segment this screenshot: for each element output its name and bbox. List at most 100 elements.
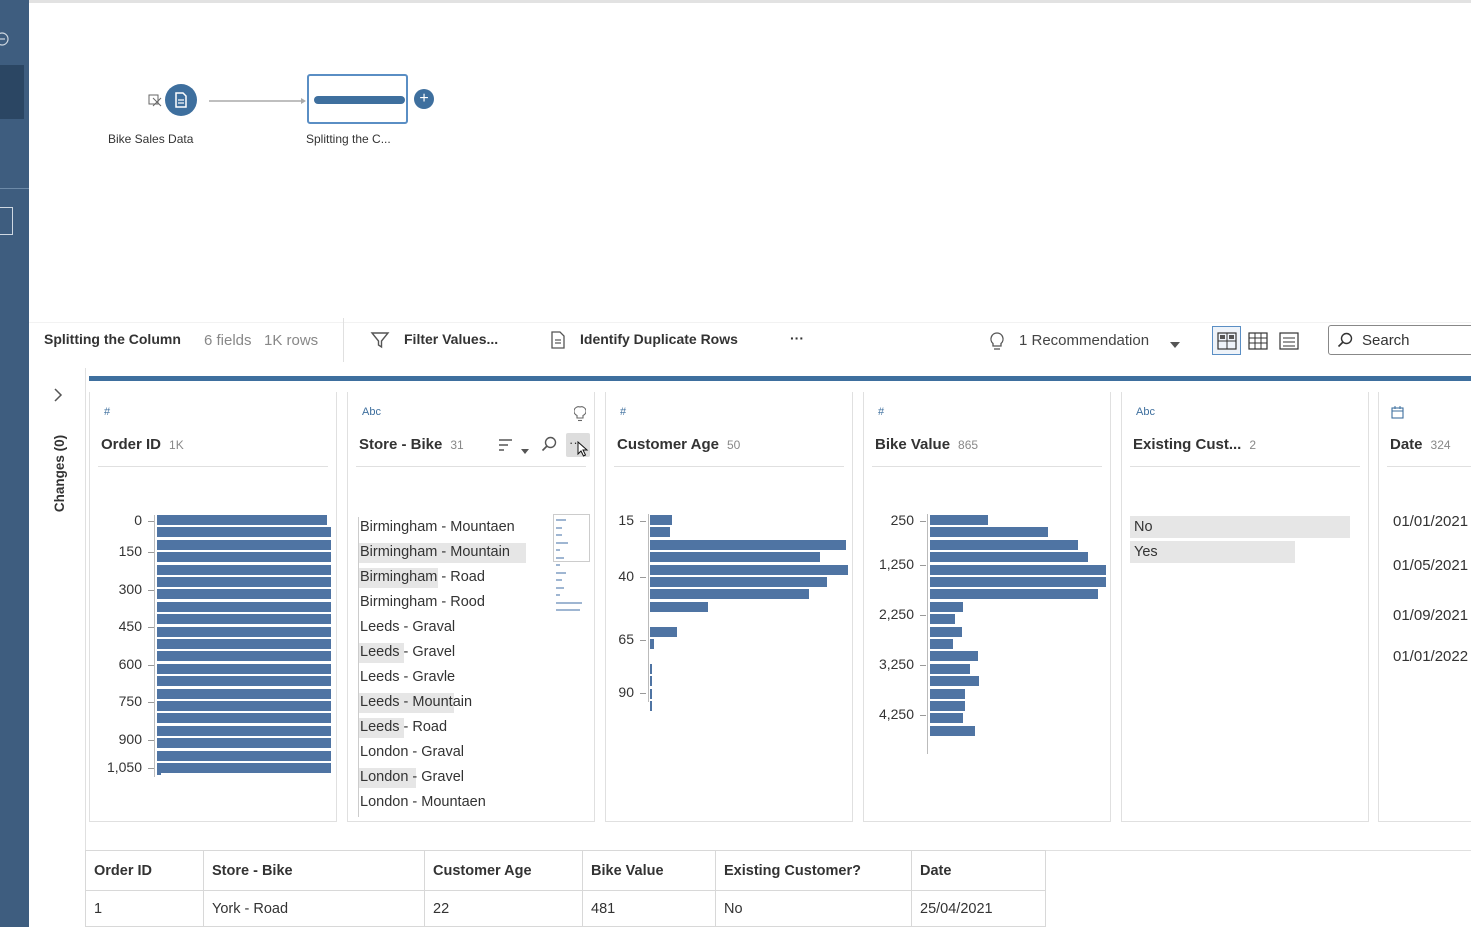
histogram-bar[interactable] [930, 688, 965, 699]
histogram-bar[interactable] [157, 515, 327, 525]
list-view-button[interactable] [1274, 326, 1303, 355]
histogram-bar[interactable] [930, 552, 1088, 563]
histogram-bar[interactable] [650, 601, 708, 612]
histogram-bar[interactable] [157, 676, 331, 687]
field-title[interactable]: Existing Cust... 2 [1133, 436, 1257, 453]
histogram-bar[interactable] [650, 676, 652, 687]
histogram-bar[interactable] [650, 527, 670, 538]
histogram-bar[interactable] [650, 688, 652, 699]
recommendation-lightbulb-icon[interactable] [573, 406, 587, 427]
list-item[interactable]: Birmingham - Mountain [360, 544, 510, 560]
histogram-bar[interactable] [157, 725, 331, 736]
histogram-bar[interactable] [650, 515, 672, 525]
column-header-existing-customer[interactable]: Existing Customer? [715, 850, 912, 891]
histogram-bar[interactable] [930, 527, 1048, 538]
histogram-bar[interactable] [650, 639, 654, 649]
grid-view-button[interactable] [1243, 326, 1272, 355]
histogram-bar[interactable] [930, 589, 1098, 600]
input-node[interactable] [165, 84, 197, 116]
histogram-bar[interactable] [157, 663, 331, 674]
cell-date[interactable]: 25/04/2021 [911, 890, 1046, 927]
column-header-bike-value[interactable]: Bike Value [582, 850, 716, 891]
list-item[interactable]: No [1134, 519, 1153, 535]
histogram-bar[interactable] [157, 539, 331, 550]
histogram-bar[interactable] [930, 639, 953, 649]
histogram-bar[interactable] [650, 577, 827, 587]
histogram-bar[interactable] [650, 589, 809, 600]
histogram-bar[interactable] [157, 601, 331, 612]
histogram-bar[interactable] [157, 639, 331, 649]
histogram-bar[interactable] [930, 577, 1106, 587]
clean-step-node[interactable] [307, 74, 408, 124]
profile-card-order-id[interactable]: # Order ID 1K 0 150 300 450 600 750 900 1,050 [89, 392, 337, 822]
histogram-bar[interactable] [157, 626, 331, 637]
changes-panel-tab[interactable]: Changes (0) [48, 418, 72, 528]
histogram-bar[interactable] [650, 663, 652, 674]
histogram-bar[interactable] [157, 738, 331, 749]
filter-values-button[interactable]: Filter Values... [404, 331, 499, 347]
histogram-bar[interactable] [930, 651, 978, 662]
list-item[interactable]: Yes [1134, 544, 1158, 560]
list-item[interactable]: Leeds - Mountain [360, 694, 473, 710]
histogram-bar[interactable] [157, 750, 331, 761]
more-actions-button[interactable]: ··· [790, 330, 804, 346]
histogram-bar[interactable] [157, 552, 331, 563]
column-header-customer-age[interactable]: Customer Age [424, 850, 583, 891]
remove-input-icon[interactable] [148, 93, 162, 112]
expand-changes-chevron-icon[interactable] [52, 387, 64, 408]
cell-store-bike[interactable]: York - Road [203, 890, 425, 927]
histogram-bar[interactable] [930, 725, 975, 736]
histogram-bar[interactable] [157, 765, 161, 775]
histogram-bar[interactable] [157, 527, 331, 538]
field-title[interactable]: Store - Bike 31 [359, 436, 464, 453]
histogram-bar[interactable] [157, 589, 331, 600]
chevron-down-icon[interactable] [1169, 336, 1181, 354]
filter-icon[interactable] [370, 330, 390, 355]
profile-card-customer-age[interactable]: # Customer Age 50 15 40 65 90 [605, 392, 853, 822]
profile-card-store-bike[interactable]: Abc Store - Bike 31 ·· Birmingham - Mount… [347, 392, 595, 822]
histogram-bar[interactable] [930, 515, 988, 525]
cell-customer-age[interactable]: 22 [424, 890, 583, 927]
sort-dropdown-chevron-icon[interactable] [521, 442, 529, 460]
list-item[interactable]: London - Gravel [360, 769, 464, 785]
histogram-bar[interactable] [157, 651, 331, 662]
profile-card-existing-customer[interactable]: Abc Existing Cust... 2 No Yes [1121, 392, 1369, 822]
histogram-bar[interactable] [650, 539, 846, 550]
left-rail-selected-item[interactable] [0, 65, 24, 119]
sort-icon[interactable] [498, 438, 514, 457]
histogram-bar[interactable] [930, 539, 1078, 550]
histogram-bar[interactable] [157, 577, 331, 587]
list-item[interactable]: London - Mountaen [360, 794, 486, 810]
overview-scroll-window[interactable] [553, 514, 590, 562]
histogram-bar[interactable] [930, 701, 965, 711]
recommendation-button[interactable]: 1 Recommendation [1019, 332, 1150, 349]
histogram-bar[interactable] [930, 713, 963, 724]
histogram-bar[interactable] [930, 626, 962, 637]
list-item[interactable]: Leeds - Graval [360, 619, 456, 635]
table-row[interactable]: 1 York - Road 22 481 No 25/04/2021 [85, 890, 1046, 927]
histogram-bar[interactable] [157, 614, 331, 625]
histogram-bar[interactable] [650, 701, 652, 711]
profile-card-date[interactable]: Date 324 01/01/2021 01/05/2021 01/09/2021 01… [1378, 392, 1471, 822]
left-rail-toggle[interactable] [0, 207, 13, 235]
histogram-bar[interactable] [157, 564, 331, 575]
column-header-date[interactable]: Date [911, 850, 1046, 891]
histogram-bar[interactable] [930, 663, 970, 674]
data-grid[interactable]: Order ID Store - Bike Customer Age Bike … [85, 850, 1046, 927]
list-item[interactable]: London - Graval [360, 744, 464, 760]
histogram-bar[interactable] [157, 688, 331, 699]
add-step-button[interactable]: + [414, 89, 434, 109]
histogram-bar[interactable] [157, 701, 331, 711]
cell-order-id[interactable]: 1 [85, 890, 204, 927]
field-search-icon[interactable] [541, 436, 557, 457]
list-item[interactable]: Birmingham - Rood [360, 594, 485, 610]
cell-bike-value[interactable]: 481 [582, 890, 716, 927]
collapse-icon[interactable] [0, 30, 10, 48]
field-title[interactable]: Date 324 [1390, 436, 1451, 453]
search-input[interactable]: Search [1328, 325, 1471, 355]
histogram-bar[interactable] [650, 564, 848, 575]
histogram-bar[interactable] [930, 564, 1106, 575]
list-item[interactable]: Leeds - Gravle [360, 669, 456, 685]
profile-view-button[interactable] [1212, 326, 1241, 355]
histogram-bar[interactable] [930, 614, 955, 625]
